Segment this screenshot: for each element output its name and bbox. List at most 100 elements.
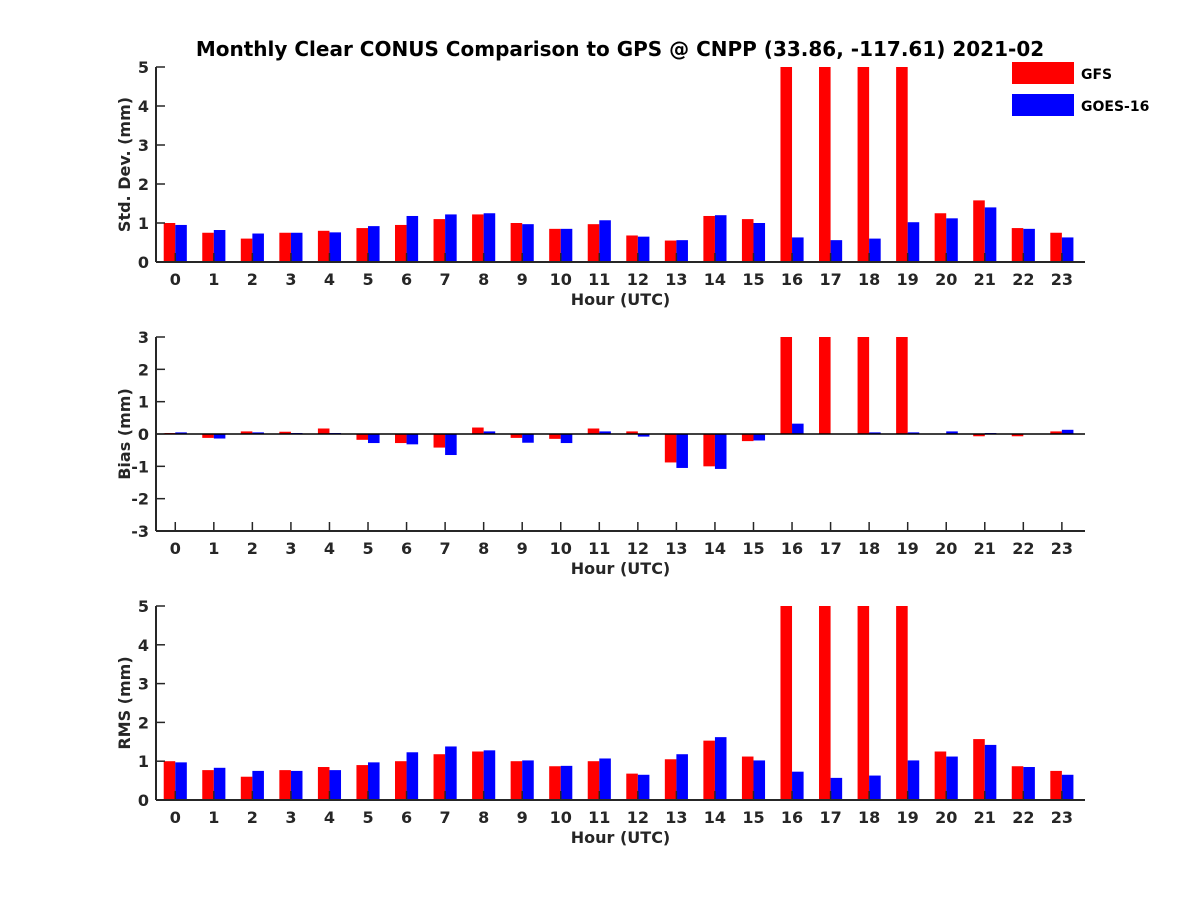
legend-label-gfs: GFS [1081,67,1112,83]
std-dev-y-axis-label: Std. Dev. (mm) [115,97,134,232]
rms-bar-gfs-23 [1050,770,1062,800]
std-dev-bar-gfs-11 [587,224,600,262]
rms-x-tick-label: 5 [362,808,373,827]
bias-bar-goes16-10 [560,434,573,444]
rms-x-tick-label: 21 [974,808,996,827]
std-dev-bar-gfs-19 [896,67,908,262]
rms-bar-gfs-14 [703,740,715,800]
bias-bar-gfs-14 [703,434,715,467]
std-dev-x-tick-label: 22 [1012,270,1034,289]
bias-bar-gfs-23 [1050,431,1062,434]
rms-bar-goes16-18 [869,775,881,800]
bias-bar-goes16-7 [445,434,457,456]
rms-x-tick-label: 19 [897,808,919,827]
rms-bar-gfs-4 [317,767,330,800]
rms-x-tick-label: 11 [588,808,610,827]
rms-x-tick-label: 17 [819,808,841,827]
bias-y-tick-label: 2 [138,360,149,379]
rms-bar-goes16-2 [252,770,264,800]
std-dev-bar-goes16-22 [1023,228,1035,262]
bias-x-tick-label: 10 [550,539,572,558]
bias-x-tick-label: 21 [974,539,996,558]
legend: GFS GOES-16 [1012,62,1149,116]
std-dev-bar-goes16-19 [907,222,920,262]
std-dev-bar-gfs-18 [857,67,870,262]
std-dev-bar-gfs-12 [626,235,638,262]
rms-x-tick-label: 6 [401,808,412,827]
std-dev-bar-gfs-13 [664,240,677,262]
std-dev-bar-goes16-18 [869,238,881,262]
std-dev-bar-goes16-21 [984,207,997,262]
std-dev-x-tick-label: 18 [858,270,880,289]
rms-x-tick-label: 10 [550,808,572,827]
rms-x-tick-label: 20 [935,808,957,827]
std-dev-bar-goes16-9 [522,224,534,262]
rms-bar-goes16-17 [830,777,843,800]
rms-bar-gfs-11 [587,761,600,800]
rms-y-tick-label: 5 [138,597,149,616]
rms-x-axis-label: Hour (UTC) [571,828,671,847]
legend-swatch-gfs [1012,62,1074,84]
rms-bar-goes16-15 [753,760,766,800]
bias-bar-gfs-7 [433,434,446,448]
std-dev-bar-goes16-10 [560,228,573,262]
bias-y-tick-label: -1 [131,457,149,476]
bias-bar-goes16-16 [792,423,804,434]
rms-bar-goes16-5 [368,762,380,800]
std-dev-x-tick-label: 7 [440,270,451,289]
rms-x-tick-label: 16 [781,808,803,827]
std-dev-x-tick-label: 1 [208,270,219,289]
figure-title: Monthly Clear CONUS Comparison to GPS @ … [196,37,1044,61]
rms-bar-gfs-2 [240,776,253,800]
bias-y-tick-label: -3 [131,522,149,541]
std-dev-bar-gfs-8 [472,214,484,262]
bias-bar-goes16-8 [483,431,496,434]
std-dev-bar-goes16-17 [830,240,843,262]
bias-bar-gfs-19 [896,337,908,434]
rms-bar-gfs-21 [973,739,985,800]
rms-x-tick-label: 15 [742,808,764,827]
bias-x-tick-label: 8 [478,539,489,558]
rms-bar-gfs-18 [857,606,870,800]
bias-bar-gfs-6 [395,434,407,444]
std-dev-bar-goes16-3 [290,232,303,262]
rms-bar-gfs-15 [741,756,754,800]
bias-bar-gfs-12 [626,431,638,434]
rms-x-tick-label: 8 [478,808,489,827]
rms-bar-gfs-1 [202,770,214,800]
std-dev-bar-goes16-23 [1061,237,1074,262]
rms-bar-goes16-10 [560,765,573,800]
rms-bar-goes16-14 [714,737,727,800]
std-dev-x-axis-label: Hour (UTC) [571,290,671,309]
rms-bar-gfs-6 [395,761,407,800]
bias-x-tick-label: 22 [1012,539,1034,558]
rms-bar-goes16-7 [445,746,457,800]
std-dev-bar-gfs-16 [780,67,793,262]
std-dev-bar-goes16-2 [252,233,264,262]
bias-bar-gfs-4 [317,428,330,434]
rms-y-tick-label: 4 [138,636,149,655]
bias-bar-goes16-20 [946,431,958,434]
bias-y-tick-label: 0 [138,425,149,444]
rms-bar-goes16-13 [676,754,688,800]
bias-x-tick-label: 18 [858,539,880,558]
std-dev-y-tick-label: 5 [138,58,149,77]
rms-bar-gfs-20 [934,751,947,800]
bias-x-tick-label: 11 [588,539,610,558]
std-dev-x-tick-label: 2 [247,270,258,289]
bias-bar-goes16-6 [406,434,419,445]
bias-x-tick-label: 19 [897,539,919,558]
std-dev-bar-gfs-15 [741,219,754,262]
bias-x-tick-label: 4 [324,539,335,558]
rms-y-tick-label: 1 [138,752,149,771]
rms-x-tick-label: 13 [665,808,687,827]
bias-bar-goes16-19 [907,432,920,434]
std-dev-bar-gfs-22 [1011,228,1024,262]
std-dev-bar-goes16-15 [753,223,766,262]
rms-bar-goes16-21 [984,744,997,800]
bias-bar-goes16-11 [599,431,611,434]
bias-x-tick-label: 0 [170,539,181,558]
std-dev-bar-gfs-23 [1050,232,1062,262]
rms-bar-goes16-3 [290,770,303,800]
rms-y-tick-label: 2 [138,713,149,732]
